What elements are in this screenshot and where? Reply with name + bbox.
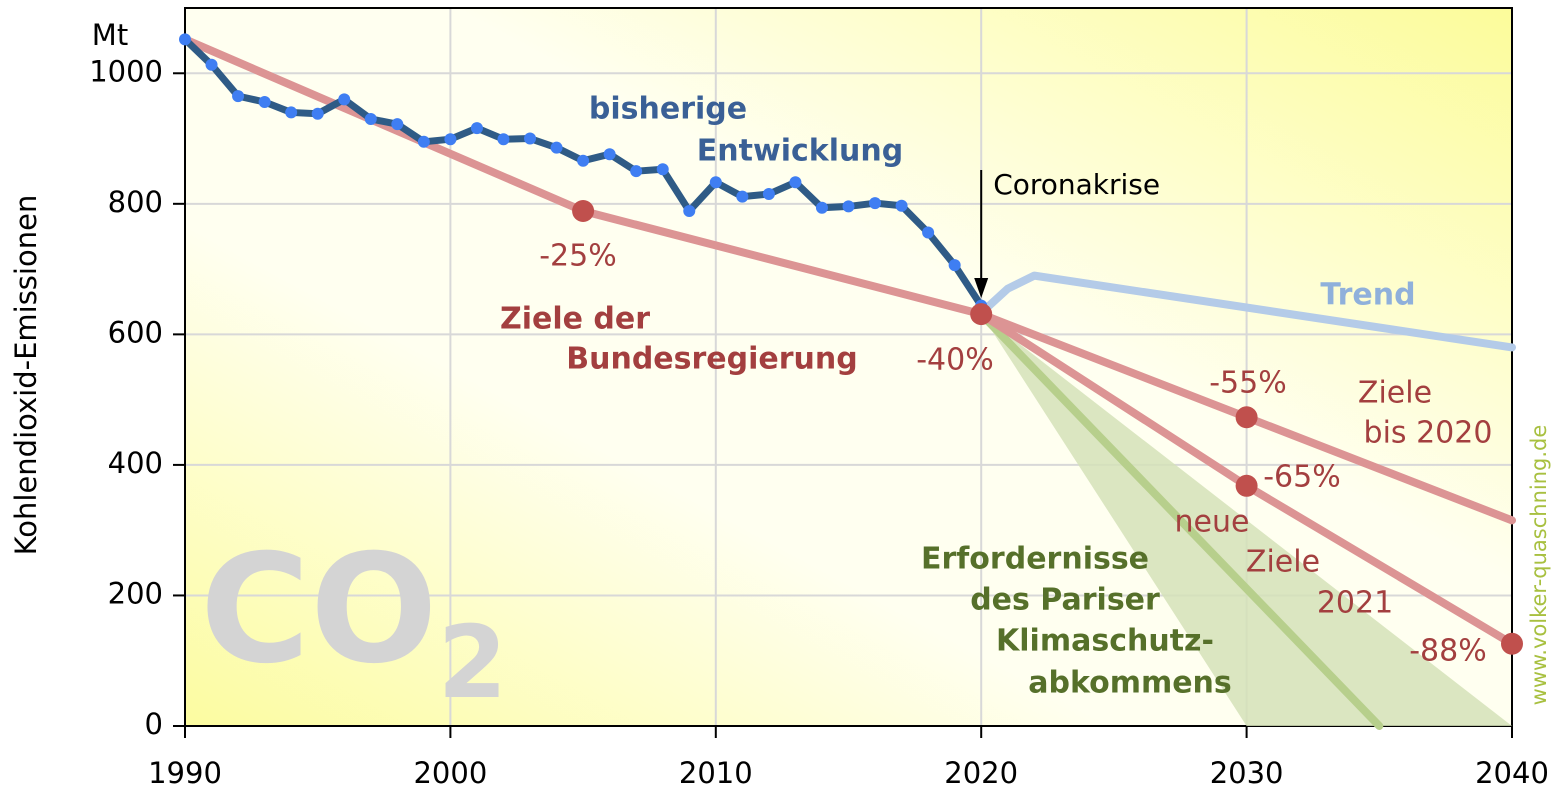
point [709, 176, 722, 189]
y-tick-label: 600 [108, 315, 163, 349]
x-tick-label: 2030 [1210, 756, 1284, 790]
point [232, 90, 245, 103]
series-line [977, 310, 1384, 730]
series-label: Trend [1320, 278, 1415, 313]
point [922, 226, 935, 239]
target-point [970, 303, 993, 326]
point [364, 112, 377, 125]
point [258, 95, 271, 108]
point [205, 58, 218, 71]
target-point [1501, 632, 1523, 655]
watermark: CO2 [200, 523, 507, 721]
y-tick-label: 800 [108, 185, 163, 219]
annotation-arrowhead [974, 278, 989, 298]
point [470, 122, 483, 135]
series-label: neue [1175, 505, 1250, 540]
x-tick-label: 2040 [1475, 756, 1549, 790]
y-tick-label: 400 [108, 446, 163, 480]
point [444, 133, 457, 146]
target-label: -40% [916, 343, 994, 378]
credit: www.volker-quaschning.de [1527, 425, 1551, 706]
point [762, 188, 775, 201]
series-label: Ziele [1358, 376, 1432, 411]
series-label: Bundesregierung [566, 342, 858, 377]
point [417, 135, 430, 148]
target-label: -88% [1409, 634, 1487, 669]
x-tick-label: 2020 [944, 756, 1018, 790]
series-label: abkommens [1028, 666, 1232, 701]
series-line [985, 271, 1516, 352]
point [497, 133, 510, 146]
watermark-main: CO [200, 523, 438, 697]
point [815, 201, 828, 214]
x-tick-label: 2010 [679, 756, 753, 790]
point [948, 259, 961, 272]
target-label: -65% [1263, 460, 1341, 495]
series-label: bisherige [589, 92, 747, 127]
plot-frame [184, 7, 1513, 727]
point [550, 141, 563, 154]
target-label: -25% [539, 239, 617, 274]
band [981, 314, 1512, 726]
y-axis-label: Kohlendioxid-Emissionen [9, 195, 43, 556]
point [338, 93, 351, 106]
y-tick-label: 200 [108, 576, 163, 610]
series-label: Klimaschutz- [996, 624, 1214, 659]
annotation: Coronakrise [993, 168, 1160, 201]
series-label: bis 2020 [1364, 416, 1493, 451]
point [285, 106, 298, 119]
point [789, 176, 802, 189]
series-label: Erfordernisse [921, 542, 1149, 577]
watermark-sub: 2 [438, 604, 508, 721]
x-tick-label: 1990 [148, 756, 222, 790]
series-label: 2021 [1317, 586, 1393, 621]
point [391, 118, 404, 131]
target-point [572, 199, 595, 222]
point [311, 107, 324, 120]
y-unit: Mt [92, 18, 128, 52]
target-label: -55% [1209, 366, 1287, 401]
series-label: Entwicklung [697, 134, 903, 169]
point [736, 190, 749, 203]
series-label: des Pariser [970, 583, 1160, 618]
point [656, 163, 669, 176]
point [603, 148, 616, 161]
point [524, 132, 537, 145]
series-label: Ziele der [500, 302, 650, 337]
point [577, 154, 590, 167]
x-tick-label: 2000 [413, 756, 487, 790]
point [630, 165, 643, 178]
series-label: Ziele [1246, 545, 1320, 580]
point [179, 33, 191, 46]
y-tick-label: 1000 [89, 54, 163, 88]
target-point [1235, 406, 1258, 429]
point [842, 200, 855, 213]
y-tick-label: 0 [145, 707, 163, 741]
point [869, 197, 882, 210]
point [683, 204, 696, 217]
target-point [1235, 474, 1258, 497]
point [895, 199, 908, 212]
